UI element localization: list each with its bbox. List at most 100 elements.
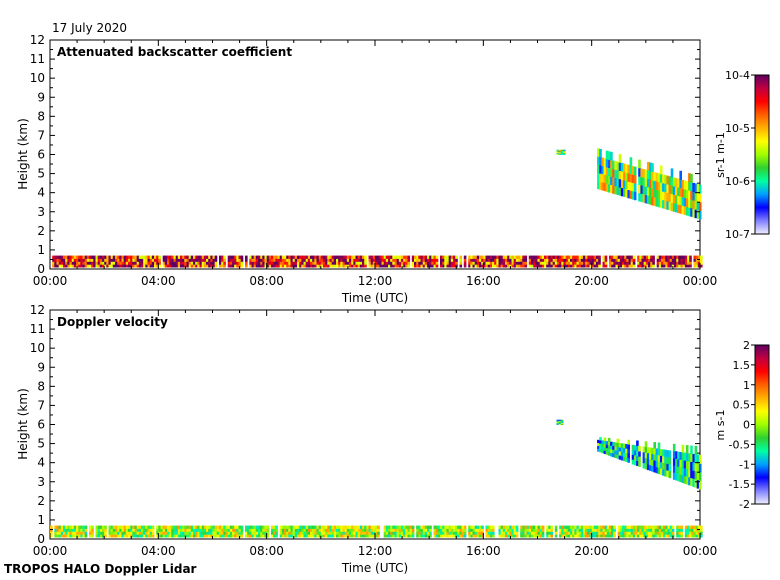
x-tick-label: 16:00: [466, 544, 501, 558]
data-cell: [679, 171, 682, 180]
data-cell: [516, 531, 519, 534]
data-cell: [672, 526, 675, 529]
data-cell: [627, 444, 630, 449]
data-cell: [436, 261, 439, 264]
data-cell: [653, 442, 656, 448]
y-tick-label: 10: [30, 341, 45, 355]
data-cell: [619, 154, 622, 163]
data-cell: [634, 167, 637, 176]
data-cell: [605, 256, 608, 259]
data-cell: [627, 440, 630, 445]
data-cell: [551, 526, 554, 529]
plot-area: [50, 310, 700, 539]
data-cell: [651, 163, 654, 172]
data-cell: [551, 529, 554, 532]
data-cell: [464, 531, 467, 534]
data-cell: [638, 160, 641, 169]
x-tick-label: 16:00: [466, 274, 501, 288]
data-cell: [241, 261, 244, 264]
data-cell: [436, 256, 439, 259]
y-tick-label: 10: [30, 71, 45, 85]
y-tick-label: 8: [37, 379, 45, 393]
data-cell: [429, 529, 432, 532]
data-cell: [627, 453, 630, 458]
data-cell: [658, 443, 661, 450]
data-cell: [681, 529, 684, 532]
colorbar-bar: [755, 345, 769, 504]
x-tick-label: 08:00: [249, 544, 284, 558]
data-cell: [215, 259, 218, 262]
y-tick-label: 7: [37, 398, 45, 412]
data-cell: [608, 438, 611, 442]
data-cell: [652, 259, 655, 262]
data-cell: [627, 458, 630, 463]
x-tick-label: 12:00: [358, 274, 393, 288]
data-cell: [634, 183, 637, 192]
data-cell: [633, 261, 636, 264]
data-cell: [267, 529, 270, 532]
data-cell: [633, 256, 636, 259]
data-cell: [492, 529, 495, 532]
data-cell: [464, 259, 467, 262]
colorbar-tick-label: 10-6: [725, 175, 750, 188]
x-tick-label: 20:00: [574, 544, 609, 558]
data-cell: [700, 529, 703, 532]
data-cell: [525, 261, 528, 264]
y-tick-label: 3: [37, 475, 45, 489]
data-cell: [492, 531, 495, 534]
colorbar-tick-label: 10-5: [725, 122, 750, 135]
data-cell: [672, 531, 675, 534]
data-cell: [91, 531, 94, 534]
data-cell: [408, 256, 411, 259]
data-cell: [699, 463, 702, 472]
y-tick-label: 4: [37, 186, 45, 200]
data-cell: [429, 526, 432, 529]
data-cell: [672, 529, 675, 532]
data-cell: [412, 531, 415, 534]
data-cell: [700, 526, 703, 529]
data-cell: [542, 526, 545, 529]
data-cell: [492, 526, 495, 529]
y-tick-label: 4: [37, 456, 45, 470]
data-cell: [245, 259, 248, 262]
data-cell: [460, 259, 463, 262]
y-axis-label: Height (km): [16, 388, 30, 459]
data-cell: [699, 202, 702, 211]
y-tick-label: 11: [30, 52, 45, 66]
date-label: 17 July 2020: [52, 21, 127, 35]
data-cell: [275, 529, 278, 532]
data-cell: [610, 152, 613, 161]
y-tick-label: 9: [37, 360, 45, 374]
data-cell: [525, 259, 528, 262]
x-tick-label: 00:00: [683, 274, 718, 288]
data-cell: [464, 256, 467, 259]
data-cell: [634, 175, 637, 184]
data-cell: [681, 526, 684, 529]
data-cell: [551, 531, 554, 534]
doppler-velocity-panel: Doppler velocity Time (UTC) Height (km) …: [16, 303, 717, 575]
data-cell: [516, 529, 519, 532]
y-tick-label: 5: [37, 437, 45, 451]
data-cell: [455, 256, 458, 259]
data-cell: [516, 526, 519, 529]
y-tick-label: 11: [30, 322, 45, 336]
data-cell: [669, 464, 672, 471]
data-cell: [429, 531, 432, 534]
data-cell: [700, 259, 703, 262]
y-tick-label: 6: [37, 418, 45, 432]
data-cell: [700, 256, 703, 259]
data-cell: [638, 451, 641, 457]
data-cell: [525, 256, 528, 259]
x-tick-label: 00:00: [683, 544, 718, 558]
colorbar-tick-label: 0.5: [733, 399, 751, 412]
data-cell: [652, 256, 655, 259]
x-axis-label: Time (UTC): [341, 291, 408, 305]
instrument-label: TROPOS HALO Doppler Lidar: [4, 562, 197, 576]
data-cell: [460, 256, 463, 259]
data-cell: [638, 446, 641, 452]
data-cell: [613, 529, 616, 532]
colorbar-unit-label: m s-1: [714, 410, 727, 441]
colorbar-tick-label: -1.5: [729, 478, 750, 491]
data-cell: [689, 256, 692, 259]
data-cell: [481, 529, 484, 532]
